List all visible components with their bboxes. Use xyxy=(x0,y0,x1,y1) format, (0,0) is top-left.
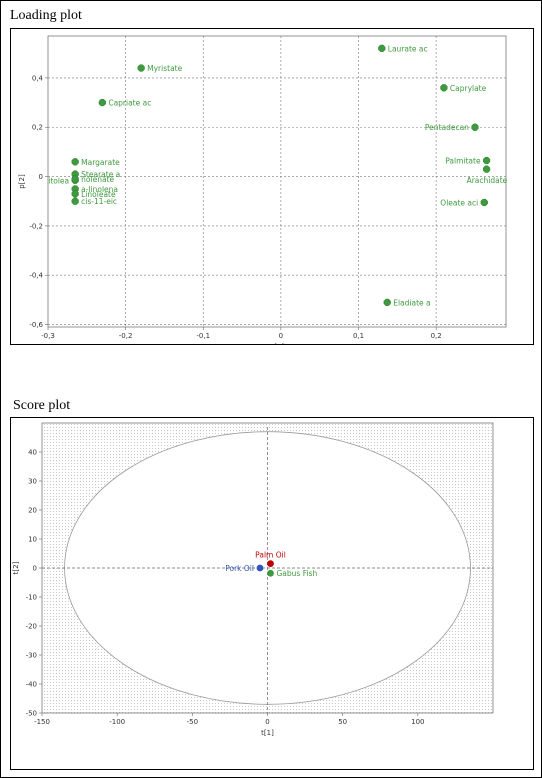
point-marker xyxy=(71,158,79,166)
point-marker xyxy=(267,569,274,577)
point-label: Gabus Fish xyxy=(277,569,318,578)
data-point: Pork Oil xyxy=(225,564,264,573)
point-marker xyxy=(483,165,491,173)
loading-plot-title: Loading plot xyxy=(10,8,82,23)
point-label: Myristate xyxy=(147,64,182,73)
data-point: Gabus Fish xyxy=(267,569,317,578)
x-tick-label: -0,1 xyxy=(196,332,210,340)
y-tick-label: -0,2 xyxy=(29,222,43,230)
y-tick-label: 0,2 xyxy=(32,124,43,132)
x-tick-label: 100 xyxy=(411,718,424,726)
point-marker xyxy=(480,198,488,207)
y-tick-label: 0 xyxy=(39,173,43,181)
y-tick-label: 20 xyxy=(28,507,37,515)
data-point: Linoleate xyxy=(71,190,116,199)
data-point: Arachidate xyxy=(467,165,508,185)
point-label: Pork Oil xyxy=(225,564,254,573)
y-tick-label: -20 xyxy=(26,623,37,631)
point-label: itolea xyxy=(48,176,69,185)
loading-plot-svg: -0,3 -0,2 -0,1 0 0,1 0,2 -0,6 -0,4 -0,2 0 0,2 0,4 p[… xyxy=(18,35,508,351)
point-label: Margarate xyxy=(81,158,120,167)
x-tick-label: 0,2 xyxy=(431,332,442,340)
y-axis-label: p[2] xyxy=(18,174,26,189)
data-point: nolenate xyxy=(71,175,114,184)
data-point: Palmitate xyxy=(445,156,491,166)
point-label: Palm Oil xyxy=(255,551,286,560)
point-marker xyxy=(71,190,79,198)
point-label: Linoleate xyxy=(81,190,116,199)
x-tick-label: -0,3 xyxy=(41,332,55,340)
point-label: Caprylate xyxy=(450,84,487,93)
data-point: Eladiate a xyxy=(383,298,431,307)
point-label: Oleate aci xyxy=(440,198,478,207)
point-marker xyxy=(378,44,386,52)
score-plot-box: -150 -100 -50 0 50 100 -50 -40 -30 -20 -10 0 10 20 30 4… xyxy=(10,417,534,770)
data-point: Myristate xyxy=(137,64,183,73)
point-label: Arachidate xyxy=(467,176,508,185)
y-tick-label: -40 xyxy=(26,681,37,689)
x-tick-label: 0 xyxy=(265,718,269,726)
y-axis-label: t[2] xyxy=(12,561,20,574)
y-tick-label: -10 xyxy=(26,594,37,602)
x-tick-label: -0,2 xyxy=(119,332,133,340)
score-plot-svg: -150 -100 -50 0 50 100-50-40-30-20-1001020304… xyxy=(12,422,494,737)
y-tick-label: 40 xyxy=(28,449,37,457)
data-point: Capriate ac xyxy=(98,99,151,108)
point-label: Eladiate a xyxy=(393,298,430,307)
data-point: Laurate ac xyxy=(378,44,428,53)
x-tick-label: 50 xyxy=(338,718,347,726)
y-tick-label: -0,4 xyxy=(29,272,43,280)
point-label: Pentadecan xyxy=(425,123,469,132)
x-axis-label: t[1] xyxy=(261,729,274,737)
point-marker xyxy=(71,175,79,183)
x-tick-label: -100 xyxy=(109,718,125,726)
point-marker xyxy=(471,123,479,131)
x-tick-label: -150 xyxy=(34,718,50,726)
data-point: Caprylate xyxy=(440,84,487,93)
point-label: nolenate xyxy=(81,175,114,184)
point-label: a-linolena xyxy=(81,185,118,194)
y-tick-label: 10 xyxy=(28,536,37,544)
point-label: Laurate ac xyxy=(388,44,428,53)
point-label: Palmitate xyxy=(445,157,481,166)
y-tick-label: -30 xyxy=(26,652,37,660)
x-axis-label: p[1] xyxy=(270,343,285,344)
point-marker xyxy=(483,156,491,165)
x-tick-label: 0,1 xyxy=(353,332,364,340)
point-label: cis-11-eic xyxy=(81,197,117,206)
y-tick-label: -50 xyxy=(26,710,37,718)
point-marker xyxy=(98,99,106,107)
score-plot-title: Score plot xyxy=(13,398,71,413)
y-tick-label: 30 xyxy=(28,478,37,486)
y-tick-label: -0,6 xyxy=(29,321,43,329)
point-label: Capriate ac xyxy=(108,99,151,108)
loading-plot-box: -0,3 -0,2 -0,1 0 0,1 0,2 -0,6 -0,4 -0,2 0 0,2 0,4 p[… xyxy=(10,28,534,351)
point-marker xyxy=(71,197,79,205)
x-tick-label: 0 xyxy=(279,332,283,340)
data-point: cis-11-eic xyxy=(71,197,117,206)
data-point: Oleate aci xyxy=(440,198,488,207)
x-tick-label: -50 xyxy=(187,718,198,726)
loading-plot-area xyxy=(47,35,507,328)
point-marker xyxy=(440,84,448,92)
data-point: Pentadecan xyxy=(425,123,479,132)
point-marker xyxy=(383,298,391,306)
point-marker xyxy=(256,564,264,572)
data-point: Margarate xyxy=(71,158,120,167)
y-tick-label: 0,4 xyxy=(32,74,44,82)
point-marker xyxy=(267,560,274,568)
y-tick-label: 0 xyxy=(33,565,37,573)
point-label: Stearate a xyxy=(81,170,120,179)
data-point: Palm Oil xyxy=(255,551,286,568)
point-marker xyxy=(137,64,145,72)
